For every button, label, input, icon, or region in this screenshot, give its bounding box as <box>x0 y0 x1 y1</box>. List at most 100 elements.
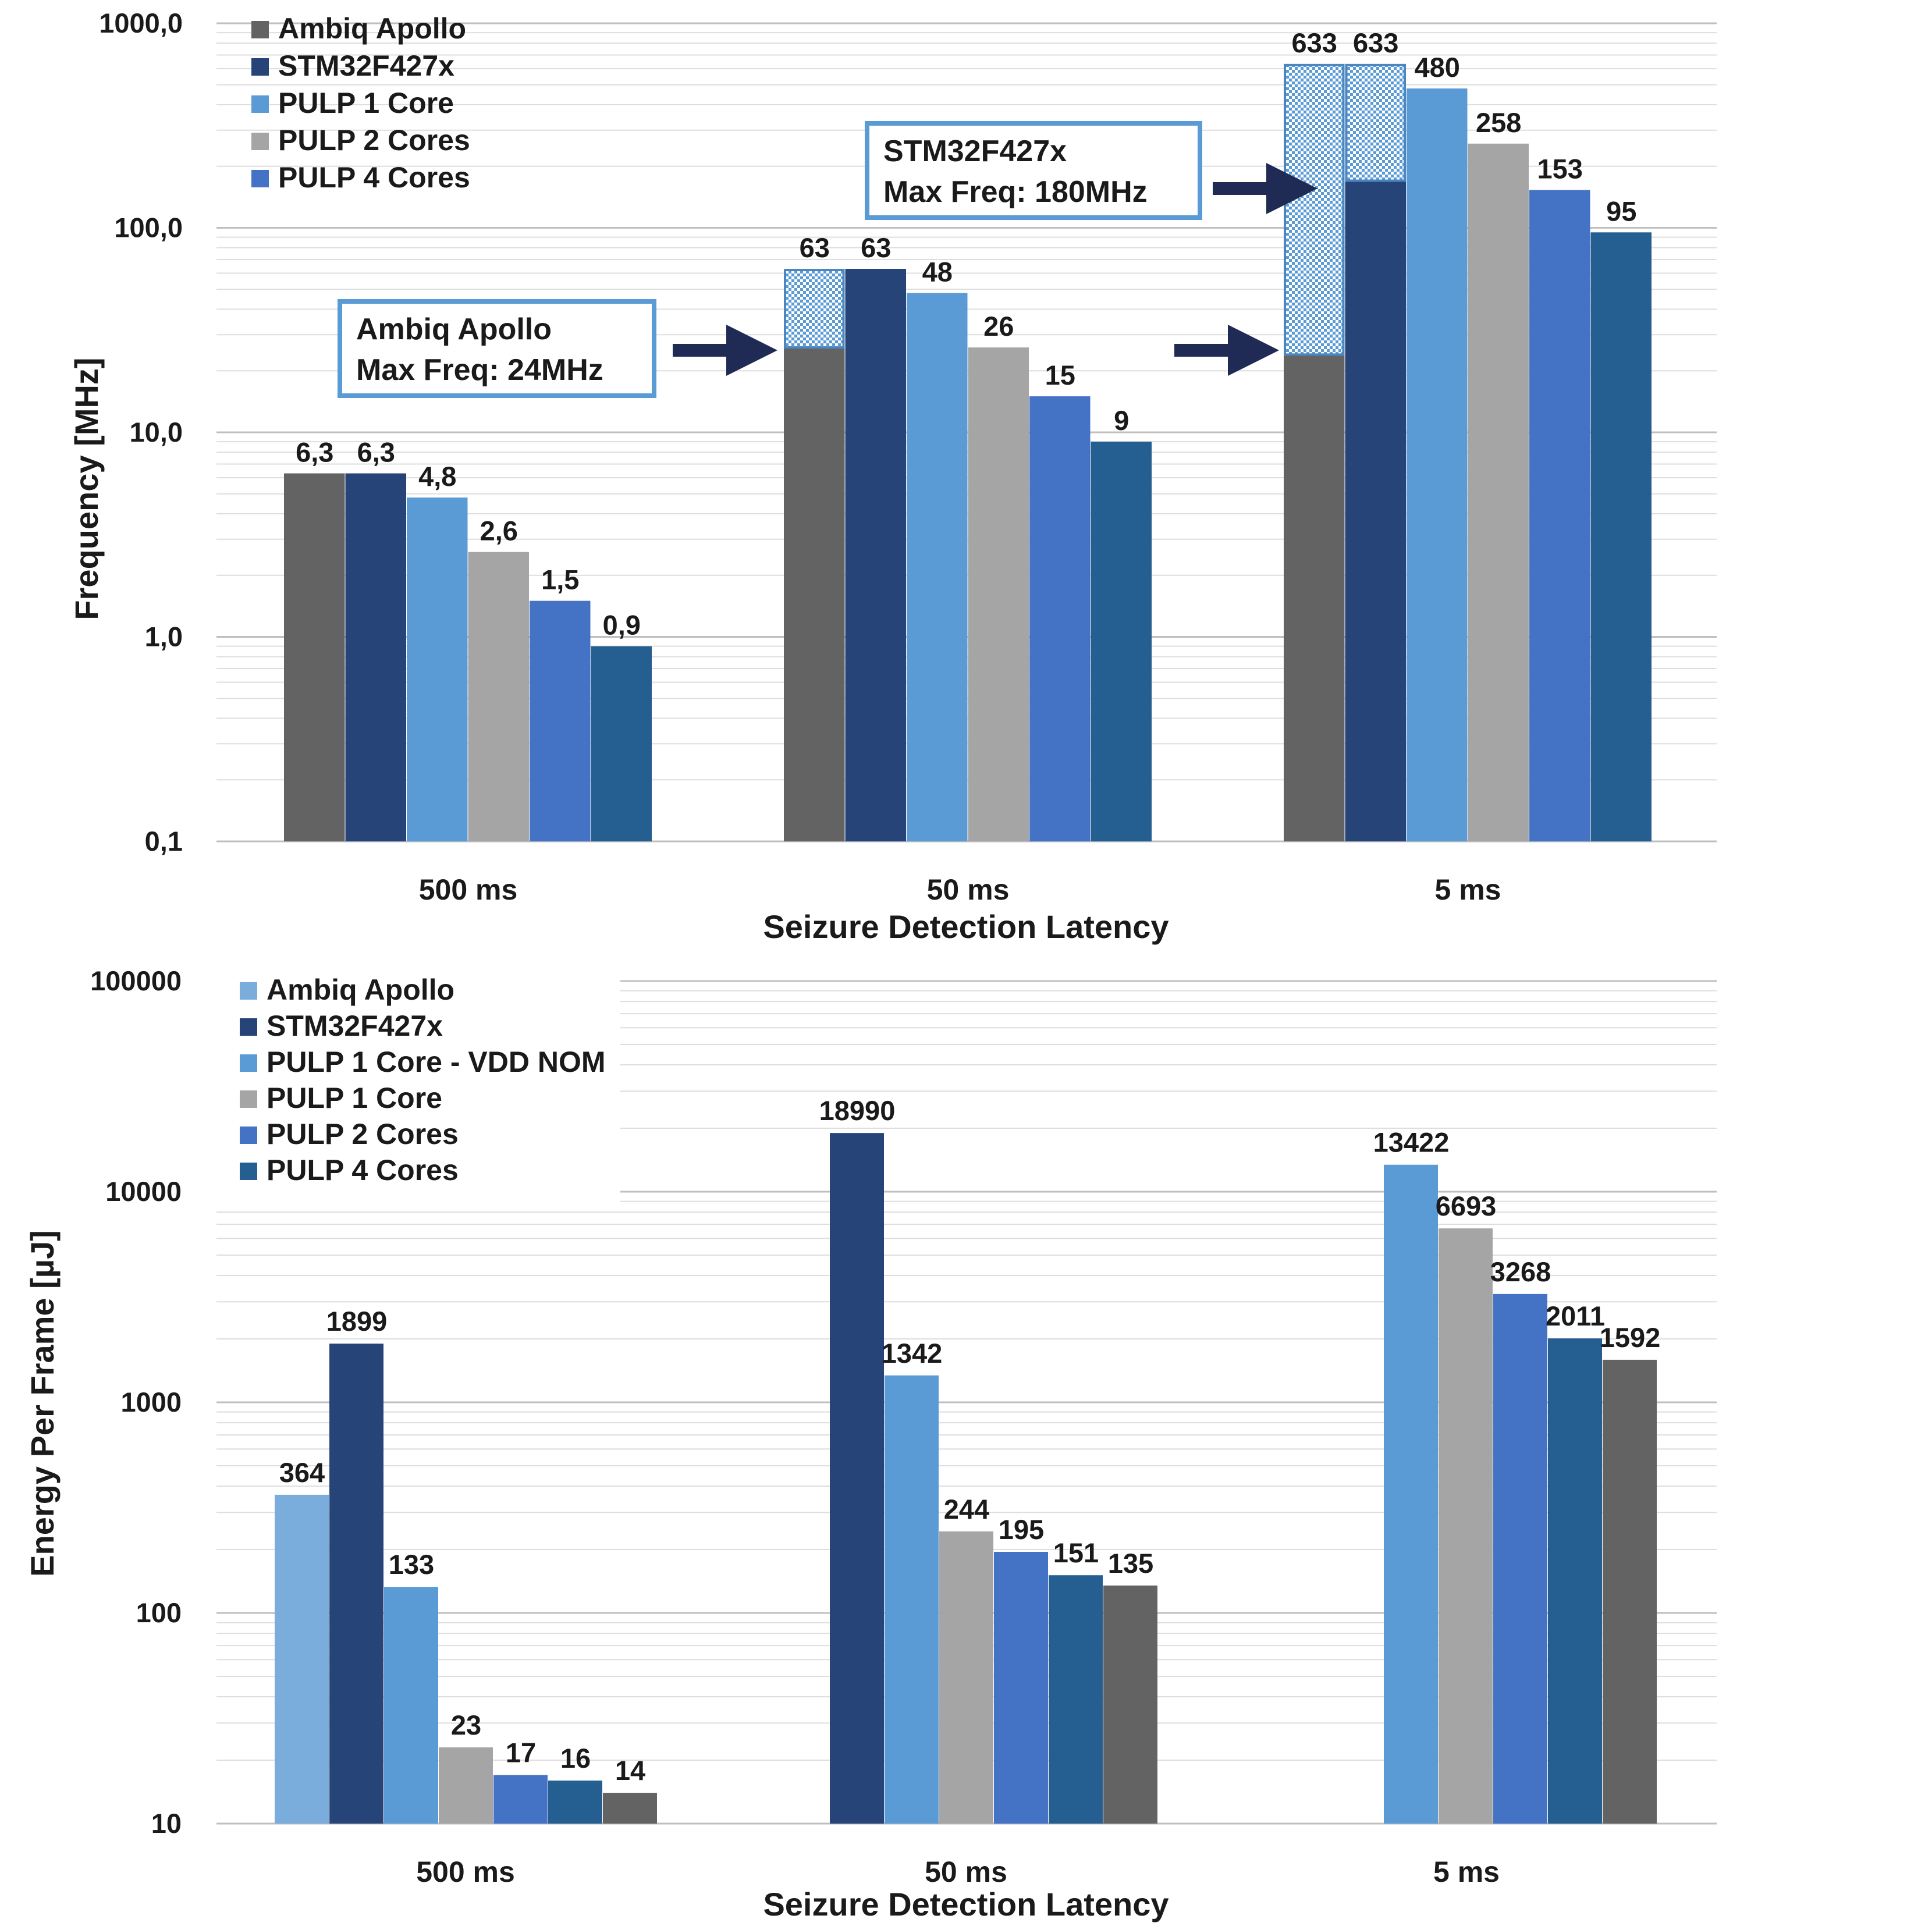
data-label: 480 <box>1415 52 1460 83</box>
bar-50-ms-pulp-4-cores <box>1049 1575 1103 1824</box>
legend-swatch-stm32f427x <box>251 58 269 76</box>
data-label: 6,3 <box>357 437 395 468</box>
legend-label-pulp-2-cores: PULP 2 Cores <box>278 124 470 157</box>
bar-5-ms-ambiq-apollo <box>1284 354 1345 841</box>
data-label: 1592 <box>1600 1322 1661 1353</box>
y-tick-label: 1000,0 <box>99 8 183 38</box>
y-tick-label: 100,0 <box>114 212 183 243</box>
category-label: 5 ms <box>1435 873 1501 906</box>
data-label: 17 <box>506 1737 536 1768</box>
bar-500-ms-ambiq-apollo <box>284 473 345 841</box>
legend-label-pulp-1-core: PULP 1 Core <box>267 1082 442 1114</box>
data-label: 153 <box>1537 154 1583 184</box>
bar-50-ms-pulp-2-cores <box>994 1552 1048 1824</box>
energy-y-axis-title: Energy Per Frame [µJ] <box>24 1230 61 1577</box>
bar-5-ms-pulp-4-cores <box>1529 190 1590 842</box>
data-label: 195 <box>999 1514 1044 1545</box>
bar-500-ms-ambiq-apollo <box>275 1494 329 1824</box>
data-label: 135 <box>1108 1548 1153 1579</box>
legend-swatch-pulp-2-cores <box>251 133 269 150</box>
frequency-data-labels: 6,3 63 633 6,3 63 633 4,8 48 480 2,6 26 258 1,5 15 153… <box>296 27 1636 641</box>
data-label: 0,9 <box>603 610 641 641</box>
bar-50-ms-stm32f427x <box>845 269 906 841</box>
energy-x-axis-title: Seizure Detection Latency <box>763 1886 1169 1923</box>
ambiq-annotation-text: Max Freq: 24MHz <box>356 353 603 387</box>
legend-label-stm32f427x: STM32F427x <box>267 1010 443 1042</box>
data-label: 1,5 <box>541 564 579 595</box>
stm32-annotation-box: STM32F427x Max Freq: 180MHz <box>865 121 1202 220</box>
bar-50-ms-pulp-1-core-vdd-nom <box>885 1375 939 1824</box>
data-label: 26 <box>983 311 1014 342</box>
y-tick-label: 100 <box>136 1597 182 1628</box>
bar-500-ms-unlabeled <box>591 646 652 841</box>
y-tick-label: 100000 <box>90 965 182 996</box>
bar-500-ms-unlabeled <box>603 1793 657 1824</box>
stm32-annotation-text: Max Freq: 180MHz <box>883 175 1148 209</box>
legend-swatch-ambiq-apollo <box>240 982 257 1000</box>
bar-50-ms-ambiq-apollo <box>784 347 845 841</box>
frequency-legend: Ambiq Apollo STM32F427x PULP 1 Core PULP 2 … <box>251 12 470 194</box>
bar-5-ms-pulp-1-core <box>1407 88 1468 841</box>
bar-500-ms-pulp-4-cores <box>548 1781 602 1824</box>
stm32-annotation-title: STM32F427x <box>883 134 1067 168</box>
bar-5-ms-pulp-4-cores <box>1548 1338 1602 1824</box>
data-label: 13422 <box>1373 1127 1450 1158</box>
bar-50-ms-unlabeled <box>1091 442 1152 841</box>
legend-swatch-pulp-1-core <box>251 95 269 113</box>
legend-swatch-pulp-2-cores <box>240 1127 257 1144</box>
legend-label-pulp-2-cores: PULP 2 Cores <box>267 1118 459 1150</box>
frequency-bars <box>284 63 1652 842</box>
bar-50-ms-pulp-1-core <box>939 1531 993 1824</box>
bar-500-ms-pulp-1-core-vdd-nom <box>384 1587 438 1824</box>
data-label: 18990 <box>819 1095 896 1126</box>
legend-label-pulp-4-cores: PULP 4 Cores <box>267 1154 459 1186</box>
bar-500-ms-pulp-2-cores <box>468 552 529 841</box>
bar-500-ms-pulp-1-core <box>407 498 468 841</box>
data-label: 151 <box>1053 1537 1099 1568</box>
data-label: 244 <box>944 1494 989 1525</box>
bar-5-ms-stm32f427x <box>1345 180 1406 841</box>
data-label: 633 <box>1292 27 1337 58</box>
category-label: 50 ms <box>925 1856 1007 1888</box>
energy-y-ticks: 10 100 1000 10000 100000 <box>90 965 182 1839</box>
data-label: 6693 <box>1436 1191 1497 1221</box>
frequency-y-axis-title: Frequency [MHz] <box>68 357 105 620</box>
bar-500-ms-pulp-2-cores <box>493 1775 548 1824</box>
bar-500-ms-stm32f427x <box>329 1344 383 1824</box>
data-label: 2,6 <box>480 516 518 546</box>
data-label: 15 <box>1045 360 1075 390</box>
data-label: 3268 <box>1490 1256 1551 1287</box>
stm32-annotation-frame <box>865 121 1202 220</box>
legend-label-stm32f427x: STM32F427x <box>278 49 454 82</box>
data-label: 48 <box>922 257 953 287</box>
energy-category-labels: 500 ms 50 ms 5 ms <box>416 1856 1500 1888</box>
ambiq-annotation-frame <box>338 299 656 398</box>
bar-5-ms-pulp-1-core-vdd-nom <box>1384 1164 1438 1824</box>
legend-swatch-pulp-4-cores <box>240 1163 257 1180</box>
legend-label-ambiq-apollo: Ambiq Apollo <box>278 12 466 45</box>
category-label: 50 ms <box>927 873 1010 906</box>
data-label: 23 <box>451 1710 481 1740</box>
category-label: 500 ms <box>416 1856 515 1888</box>
bar-50-ms-unlabeled <box>1103 1585 1157 1824</box>
ambiq-annotation-box: Ambiq Apollo Max Freq: 24MHz <box>338 299 656 398</box>
data-label: 4,8 <box>418 461 456 492</box>
category-label: 500 ms <box>419 873 518 906</box>
data-label: 1342 <box>882 1338 943 1369</box>
bar-5-ms-stm32f427x-max-freq-overflow <box>1345 63 1406 182</box>
data-label: 9 <box>1114 405 1129 436</box>
frequency-y-ticks: 0,1 1,0 10,0 100,0 1000,0 <box>99 8 183 857</box>
legend-label-ambiq-apollo: Ambiq Apollo <box>267 973 454 1006</box>
bar-5-ms-pulp-2-cores <box>1493 1294 1547 1824</box>
legend-label-pulp-1-core-vdd-nom: PULP 1 Core - VDD NOM <box>267 1046 606 1078</box>
y-tick-label: 10000 <box>105 1176 182 1207</box>
y-tick-label: 1,0 <box>145 621 183 652</box>
legend-label-pulp-4-cores: PULP 4 Cores <box>278 161 470 194</box>
frequency-category-labels: 500 ms 50 ms 5 ms <box>419 873 1501 906</box>
data-label: 133 <box>389 1549 434 1580</box>
data-label: 16 <box>560 1743 591 1774</box>
data-label: 63 <box>861 232 891 263</box>
data-label: 14 <box>615 1755 645 1786</box>
energy-chart: 10 100 1000 10000 100000 364 1899 133 23 17 16 14 1… <box>24 965 1717 1923</box>
